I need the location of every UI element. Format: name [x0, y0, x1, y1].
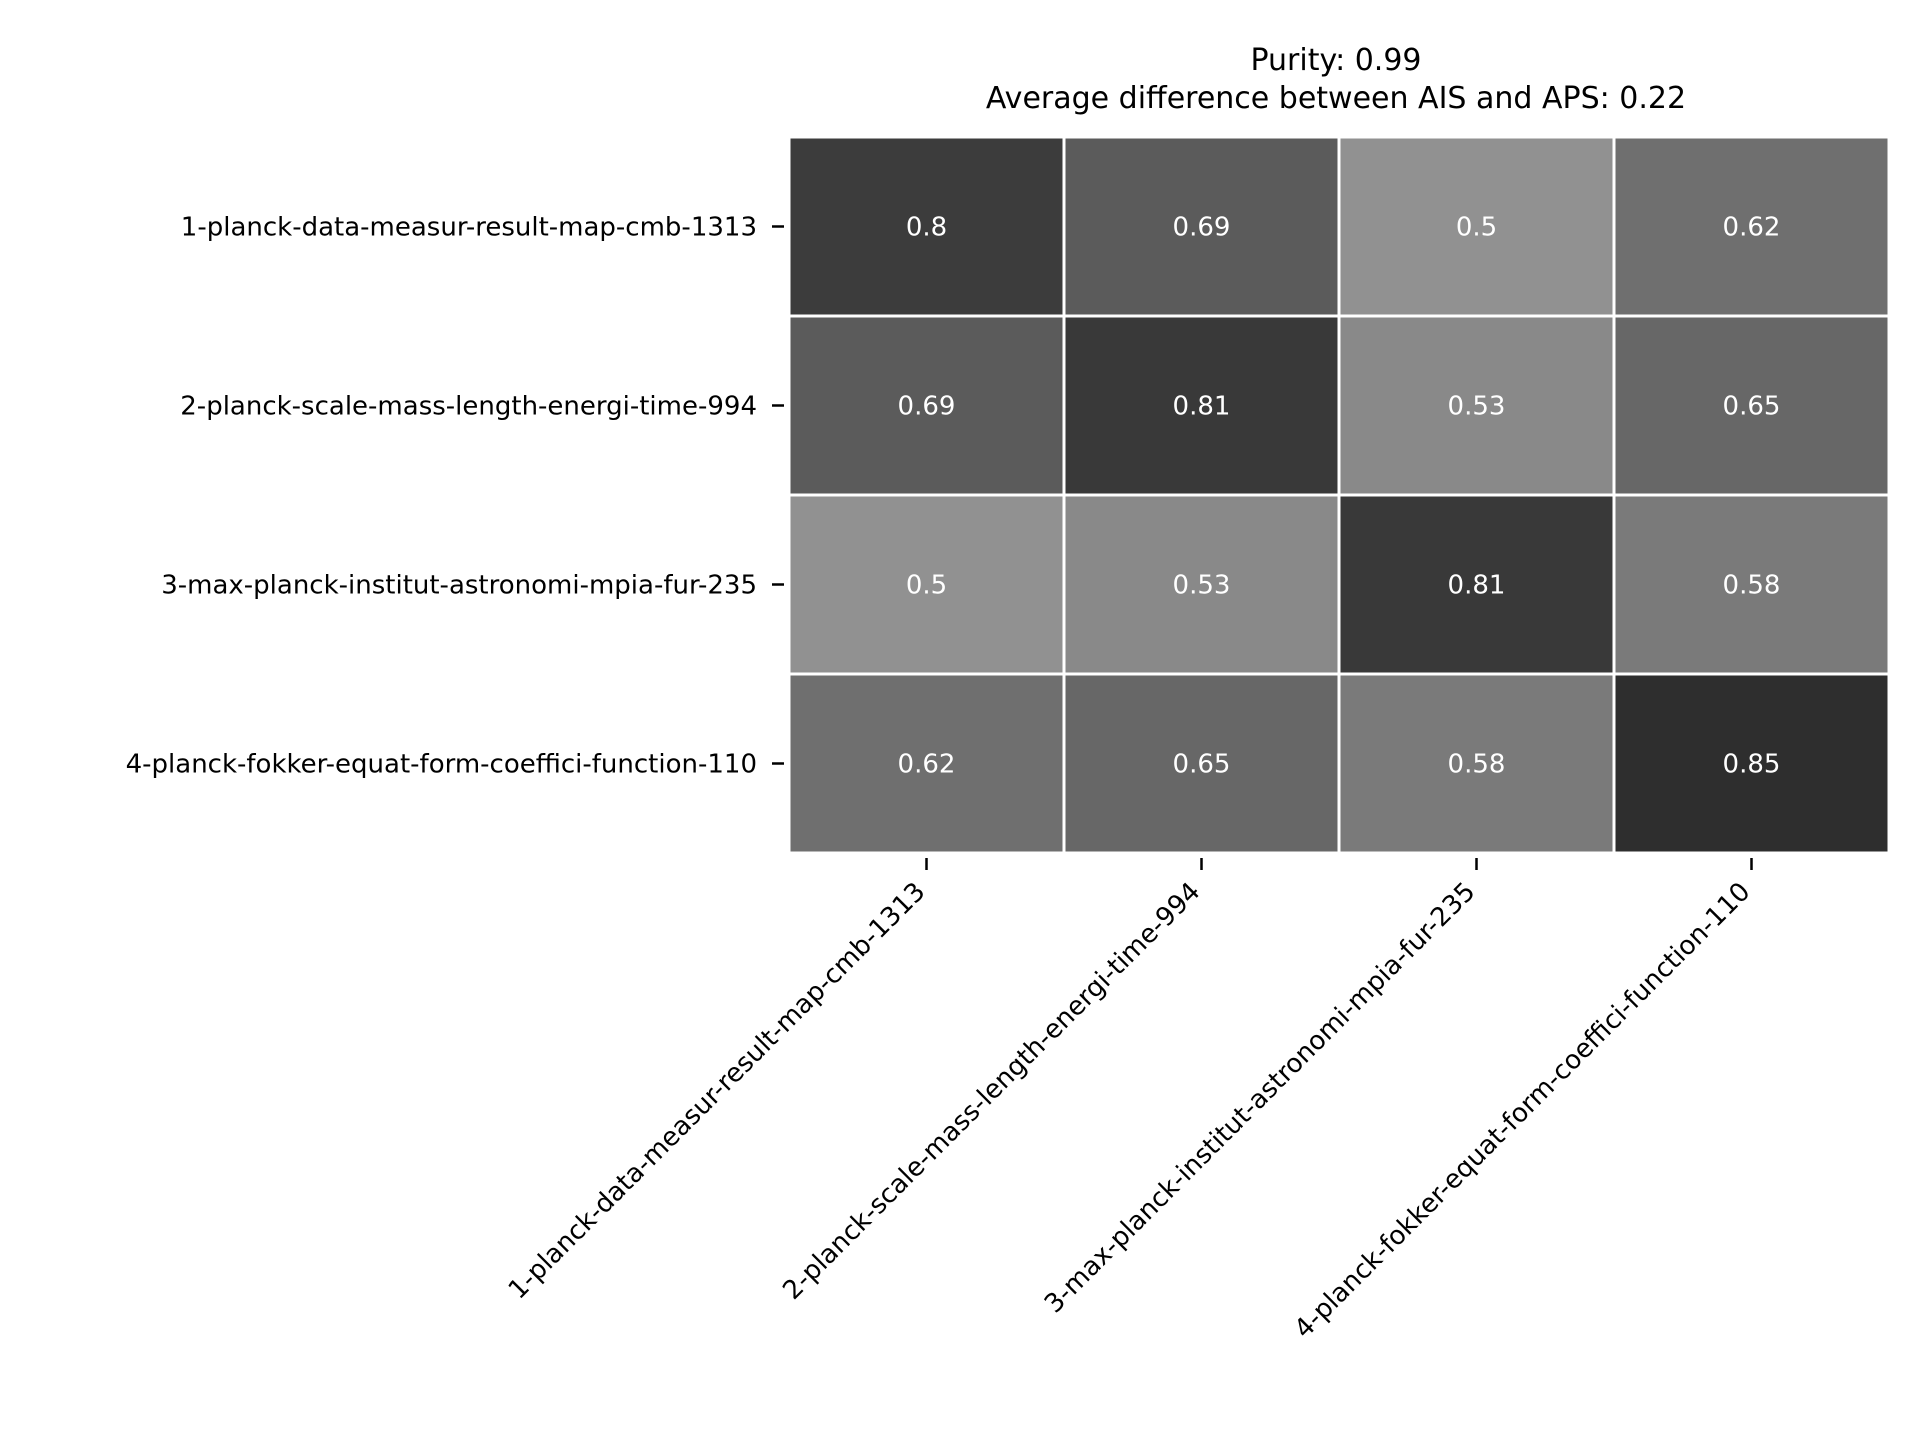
row-label-3: 3-max-planck-institut-astronomi-mpia-fur… [161, 571, 757, 601]
chart-title: Purity: 0.99 Average difference between … [986, 43, 1686, 116]
cell-value-label-r2-c3: 0.53 [1448, 392, 1506, 422]
cell-value-label-r3-c1: 0.5 [906, 571, 947, 601]
chart-title-line-1: Purity: 0.99 [1250, 43, 1421, 78]
cell-value-label-r2-c2: 0.81 [1173, 392, 1231, 422]
col-label-3: 3-max-planck-institut-astronomi-mpia-fur… [1039, 877, 1482, 1320]
cell-value-label-r2-c1: 0.69 [898, 392, 956, 422]
cell-value-label-r3-c2: 0.53 [1173, 571, 1231, 601]
cell-value-label-r1-c2: 0.69 [1173, 213, 1231, 243]
cell-value-label-r1-c4: 0.62 [1723, 213, 1781, 243]
col-label-2: 2-planck-scale-mass-length-energi-time-9… [777, 877, 1206, 1306]
row-label-2: 2-planck-scale-mass-length-energi-time-9… [180, 392, 757, 422]
row-label-4: 4-planck-fokker-equat-form-coeffici-func… [126, 750, 757, 780]
chart-svg: Purity: 0.99 Average difference between … [0, 0, 1920, 1440]
row-label-1: 1-planck-data-measur-result-map-cmb-1313 [181, 213, 757, 243]
cell-value-label-r4-c2: 0.65 [1173, 750, 1231, 780]
cell-value-label-r3-c4: 0.58 [1723, 571, 1781, 601]
cell-value-label-r2-c4: 0.65 [1723, 392, 1781, 422]
heatmap-chart: Purity: 0.99 Average difference between … [0, 0, 1920, 1440]
heatmap-cells [789, 137, 1889, 853]
cell-value-label-r4-c3: 0.58 [1448, 750, 1506, 780]
col-label-1: 1-planck-data-measur-result-map-cmb-1313 [503, 877, 932, 1306]
cell-value-label-r3-c3: 0.81 [1448, 571, 1506, 601]
column-axis: 1-planck-data-measur-result-map-cmb-1313… [503, 858, 1757, 1344]
chart-title-line-2: Average difference between AIS and APS: … [986, 81, 1686, 116]
cell-value-label-r4-c4: 0.85 [1723, 750, 1781, 780]
cell-value-label-r1-c1: 0.8 [906, 213, 947, 243]
row-axis: 1-planck-data-measur-result-map-cmb-1313… [126, 213, 784, 780]
cell-value-label-r4-c1: 0.62 [898, 750, 956, 780]
col-label-4: 4-planck-fokker-equat-form-coeffici-func… [1289, 877, 1757, 1345]
cell-value-label-r1-c3: 0.5 [1456, 213, 1497, 243]
